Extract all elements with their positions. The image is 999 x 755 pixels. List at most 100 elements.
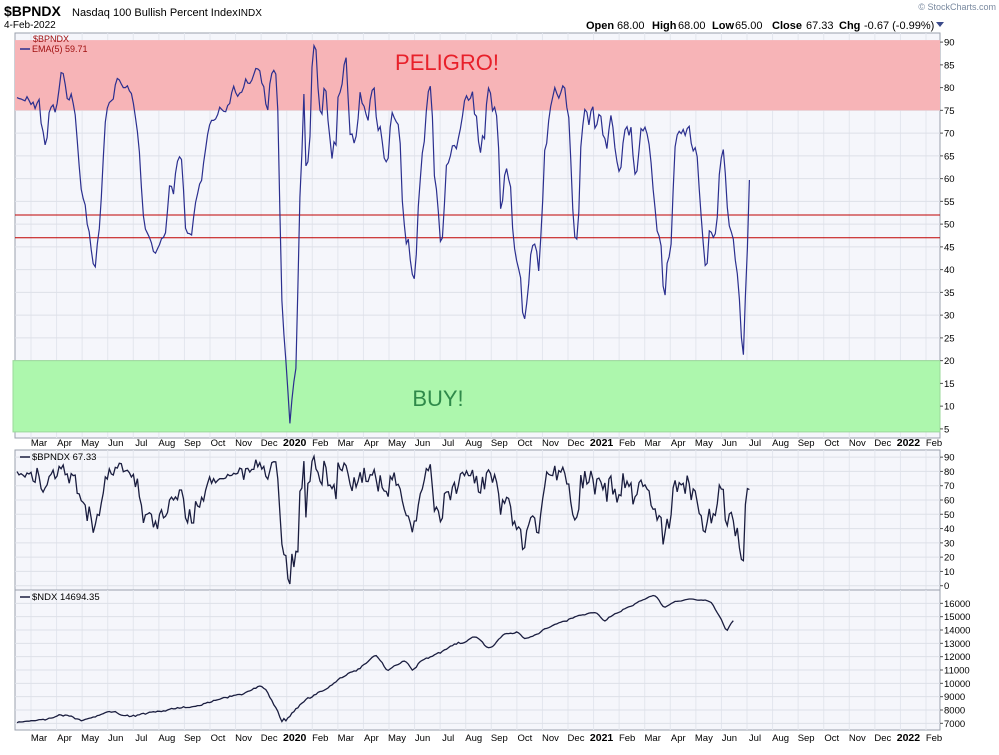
ndx-legend: $NDX 14694.35: [32, 592, 100, 603]
x-tick-label: Jun: [415, 733, 430, 744]
y-tick-label: 25: [944, 333, 955, 344]
high-value: 68.00: [678, 20, 706, 32]
danger-zone-label: PELIGRO!: [395, 50, 499, 75]
y-tick-label: 10: [944, 567, 955, 578]
y-tick-label: 14000: [944, 626, 970, 637]
x-tick-label: Mar: [645, 438, 661, 449]
x-tick-label: Jul: [135, 733, 147, 744]
y-tick-label: 7000: [944, 719, 965, 730]
x-tick-label: Feb: [312, 438, 328, 449]
x-tick-label: Apr: [57, 438, 72, 449]
ndx-series-line: [16, 594, 734, 724]
x-tick-label: Sep: [491, 438, 508, 449]
x-tick-label: Jun: [108, 733, 123, 744]
x-tick-label: Apr: [671, 438, 686, 449]
x-tick-label: Oct: [517, 438, 532, 449]
x-tick-label: Dec: [568, 438, 585, 449]
x-tick-label: Feb: [926, 733, 942, 744]
y-tick-label: 75: [944, 106, 955, 117]
x-tick-label: Apr: [364, 438, 379, 449]
y-tick-label: 50: [944, 510, 955, 521]
main-x-axis: Mar Apr May Jun Jul Aug Sep Oct Nov Dec 2020 Feb Mar…: [31, 437, 942, 449]
x-tick-label: Nov: [542, 438, 559, 449]
x-tick-label: 2020: [283, 437, 307, 449]
x-tick-label: Sep: [798, 438, 815, 449]
x-tick-label: Mar: [645, 733, 661, 744]
x-tick-label: Feb: [312, 733, 328, 744]
main-y-axis: 5 10 15 20 25 30 35 40 45 50 55 60 65 70 75 80 85 90: [940, 38, 955, 435]
chg-value: -0.67 (-0.99%): [864, 20, 934, 32]
x-tick-label: Jul: [135, 438, 147, 449]
ndx-y-axis: 7000 8000 9000 10000 11000 12000 13000 14000 150…: [940, 599, 970, 730]
x-tick-label: Sep: [798, 733, 815, 744]
danger-zone: [15, 40, 940, 111]
y-tick-label: 40: [944, 265, 955, 276]
y-tick-label: 30: [944, 538, 955, 549]
x-tick-label: Jul: [749, 733, 761, 744]
chg-label: Chg: [839, 20, 860, 32]
y-tick-label: 5: [944, 424, 949, 435]
x-tick-label: 2022: [897, 437, 921, 449]
bpndx-series-line: [16, 453, 750, 585]
y-tick-label: 10: [944, 402, 955, 413]
y-tick-label: 11000: [944, 666, 970, 677]
x-tick-label: Feb: [926, 438, 942, 449]
close-value: 67.33: [806, 20, 834, 32]
chart-date: 4-Feb-2022: [4, 20, 56, 31]
x-tick-label: Jun: [722, 733, 737, 744]
x-tick-label: Oct: [517, 733, 532, 744]
x-tick-label: Aug: [158, 733, 175, 744]
y-tick-label: 60: [944, 174, 955, 185]
y-tick-label: 20: [944, 553, 955, 564]
legend-ema: EMA(5) 59.71: [32, 44, 88, 54]
y-tick-label: 80: [944, 83, 955, 94]
x-tick-label: Aug: [772, 438, 789, 449]
x-tick-label: 2020: [283, 732, 307, 744]
x-tick-label: Aug: [465, 438, 482, 449]
x-tick-label: Jul: [749, 438, 761, 449]
chevron-down-icon[interactable]: [936, 22, 944, 27]
x-tick-label: Dec: [261, 733, 278, 744]
x-tick-label: Nov: [849, 438, 866, 449]
y-tick-label: 35: [944, 288, 955, 299]
x-tick-label: Jul: [442, 438, 454, 449]
x-tick-label: Aug: [465, 733, 482, 744]
brand-watermark: © StockCharts.com: [918, 2, 996, 12]
x-tick-label: May: [81, 733, 99, 744]
y-tick-label: 8000: [944, 706, 965, 717]
x-tick-label: Oct: [211, 733, 226, 744]
x-tick-label: 2021: [590, 732, 614, 744]
x-tick-label: Mar: [338, 438, 354, 449]
x-tick-label: Nov: [235, 438, 252, 449]
low-value: 65.00: [735, 20, 763, 32]
y-tick-label: 50: [944, 220, 955, 231]
x-tick-label: Mar: [31, 438, 47, 449]
y-tick-label: 0: [944, 581, 949, 592]
x-tick-label: Apr: [671, 733, 686, 744]
reference-lines: [15, 214, 940, 239]
buy-zone-label: BUY!: [412, 386, 463, 411]
y-tick-label: 80: [944, 467, 955, 478]
high-label: High: [652, 20, 677, 32]
x-tick-label: Feb: [619, 733, 635, 744]
x-tick-label: Mar: [338, 733, 354, 744]
x-tick-label: Nov: [849, 733, 866, 744]
open-value: 68.00: [617, 20, 645, 32]
x-tick-label: Nov: [542, 733, 559, 744]
y-tick-label: 60: [944, 496, 955, 507]
x-tick-label: Dec: [261, 438, 278, 449]
y-tick-label: 70: [944, 129, 955, 140]
y-tick-label: 70: [944, 481, 955, 492]
bottom-x-axis: Mar Apr May Jun Jul Aug Sep Oct Nov Dec 2020 Feb Mar…: [31, 732, 942, 744]
y-tick-label: 15000: [944, 612, 970, 623]
bpndx-y-axis: 0 10 20 30 40 50 60 70 80 90: [940, 453, 955, 592]
bpndx-panel-grid: [15, 450, 940, 590]
x-tick-label: Sep: [184, 733, 201, 744]
x-tick-label: Aug: [772, 733, 789, 744]
ndx-panel: [14, 589, 941, 731]
y-tick-label: 90: [944, 38, 955, 49]
y-tick-label: 20: [944, 356, 955, 367]
symbol-name: Nasdaq 100 Bullish Percent Index: [72, 7, 238, 19]
x-tick-label: Sep: [491, 733, 508, 744]
